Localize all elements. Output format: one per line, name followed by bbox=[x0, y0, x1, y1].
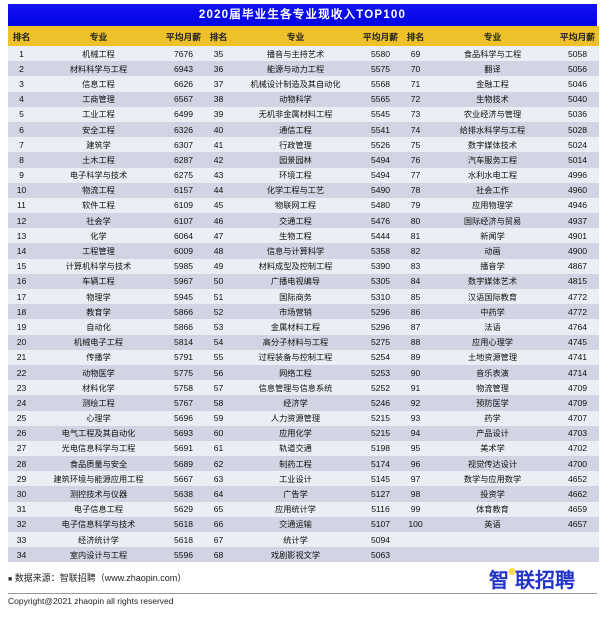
svg-text:智: 智 bbox=[489, 568, 509, 592]
svg-text:联招聘: 联招聘 bbox=[515, 568, 575, 592]
